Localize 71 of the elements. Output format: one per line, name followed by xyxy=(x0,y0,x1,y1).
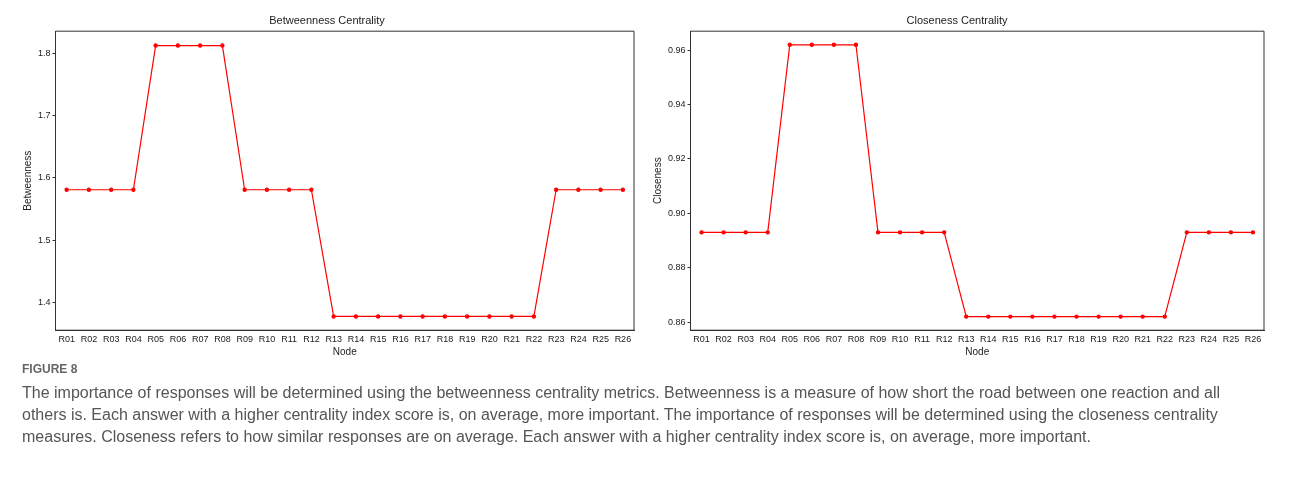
x-tick-label: R04 xyxy=(759,334,776,345)
x-tick-label: R13 xyxy=(957,334,975,345)
x-tick-label: R06 xyxy=(803,334,821,345)
x-tick-label: R25 xyxy=(592,334,609,345)
y-axis-title: Betweenness xyxy=(21,150,33,211)
x-tick-label: R12 xyxy=(303,334,320,345)
x-tick-label: R02 xyxy=(80,334,98,345)
x-tick-label: R24 xyxy=(570,334,587,345)
y-tick-label: 0.92 xyxy=(667,153,686,164)
x-tick-label: R14 xyxy=(980,334,997,345)
x-tick-label: R12 xyxy=(935,334,953,345)
x-tick-label: R19 xyxy=(458,334,476,345)
x-tick-label: R08 xyxy=(214,334,231,345)
caption: FIGURE 8 xyxy=(22,362,79,376)
x-tick-label: R14 xyxy=(347,334,365,345)
x-tick-label: R16 xyxy=(1024,334,1041,345)
x-tick-label: R20 xyxy=(1112,334,1129,345)
x-tick-label: R01 xyxy=(58,334,75,345)
x-tick-label: R17 xyxy=(1046,334,1063,345)
x-tick-label: R20 xyxy=(481,334,498,345)
x-tick-label: R04 xyxy=(125,334,142,345)
x-tick-label: R03 xyxy=(737,334,754,345)
x-tick-label: R13 xyxy=(325,334,342,345)
chart-title: Closeness Centrality xyxy=(906,13,1008,26)
x-tick-label: R22 xyxy=(525,334,543,345)
x-tick-label: R26 xyxy=(1244,334,1262,345)
x-axis-title: Node xyxy=(965,345,990,357)
x-tick-label: R21 xyxy=(503,334,520,345)
x-tick-label: R07 xyxy=(191,334,209,345)
x-tick-label: R09 xyxy=(236,334,253,345)
x-tick-label: R09 xyxy=(869,334,887,345)
x-tick-label: R22 xyxy=(1156,334,1173,345)
x-tick-label: R23 xyxy=(547,334,565,345)
x-tick-label: R15 xyxy=(369,334,387,345)
x-tick-label: R16 xyxy=(392,334,409,345)
x-tick-label: R07 xyxy=(825,334,843,345)
y-tick-label: 0.86 xyxy=(667,316,686,327)
x-axis-title: Node xyxy=(332,345,358,357)
x-tick-label: R11 xyxy=(914,334,931,345)
y-tick-label: 0.96 xyxy=(667,44,686,55)
x-tick-label: R11 xyxy=(281,334,298,345)
x-tick-label: R25 xyxy=(1222,334,1240,345)
x-tick-label: R17 xyxy=(414,334,431,345)
x-tick-label: R06 xyxy=(169,334,187,345)
y-tick-label: 0.90 xyxy=(667,207,686,218)
x-tick-label: R19 xyxy=(1090,334,1107,345)
x-tick-label: R18 xyxy=(1068,334,1085,345)
x-tick-label: R10 xyxy=(258,334,276,345)
y-tick-label: 0.94 xyxy=(667,99,686,110)
y-axis-title: Closeness xyxy=(651,157,663,205)
y-tick-label: 1.6 xyxy=(38,172,51,183)
y-tick-label: 1.5 xyxy=(38,234,51,245)
x-tick-label: R15 xyxy=(1002,334,1019,345)
x-tick-label: R18 xyxy=(436,334,454,345)
x-tick-label: R26 xyxy=(614,334,632,345)
x-tick-label: R10 xyxy=(891,334,909,345)
x-tick-label: R08 xyxy=(847,334,865,345)
y-tick-label: 0.88 xyxy=(667,262,686,273)
x-tick-label: R24 xyxy=(1200,334,1218,345)
y-tick-label: 1.4 xyxy=(38,297,51,308)
x-tick-label: R05 xyxy=(147,334,164,345)
x-tick-label: R23 xyxy=(1178,334,1196,345)
y-tick-label: 1.7 xyxy=(38,109,51,120)
x-tick-label: R21 xyxy=(1134,334,1151,345)
x-tick-label: R05 xyxy=(781,334,799,345)
x-tick-label: R02 xyxy=(715,334,732,345)
x-tick-label: R03 xyxy=(102,334,120,345)
y-tick-label: 1.8 xyxy=(38,47,51,58)
chart-title: Betweenness Centrality xyxy=(269,13,386,26)
x-tick-label: R01 xyxy=(693,334,710,345)
text: The importance of responses will be determined using the betweenness centrality metrics. Betweenness is a measure of how short the road between one reaction and all others is. Each answer with a higher centrality index score is, on average, more important. The importance of responses will be determined using the closeness centrality measures. Closeness refers to how similar responses are on average. Each answer with a higher centrality index score is, on average, more important. xyxy=(22,383,1221,447)
